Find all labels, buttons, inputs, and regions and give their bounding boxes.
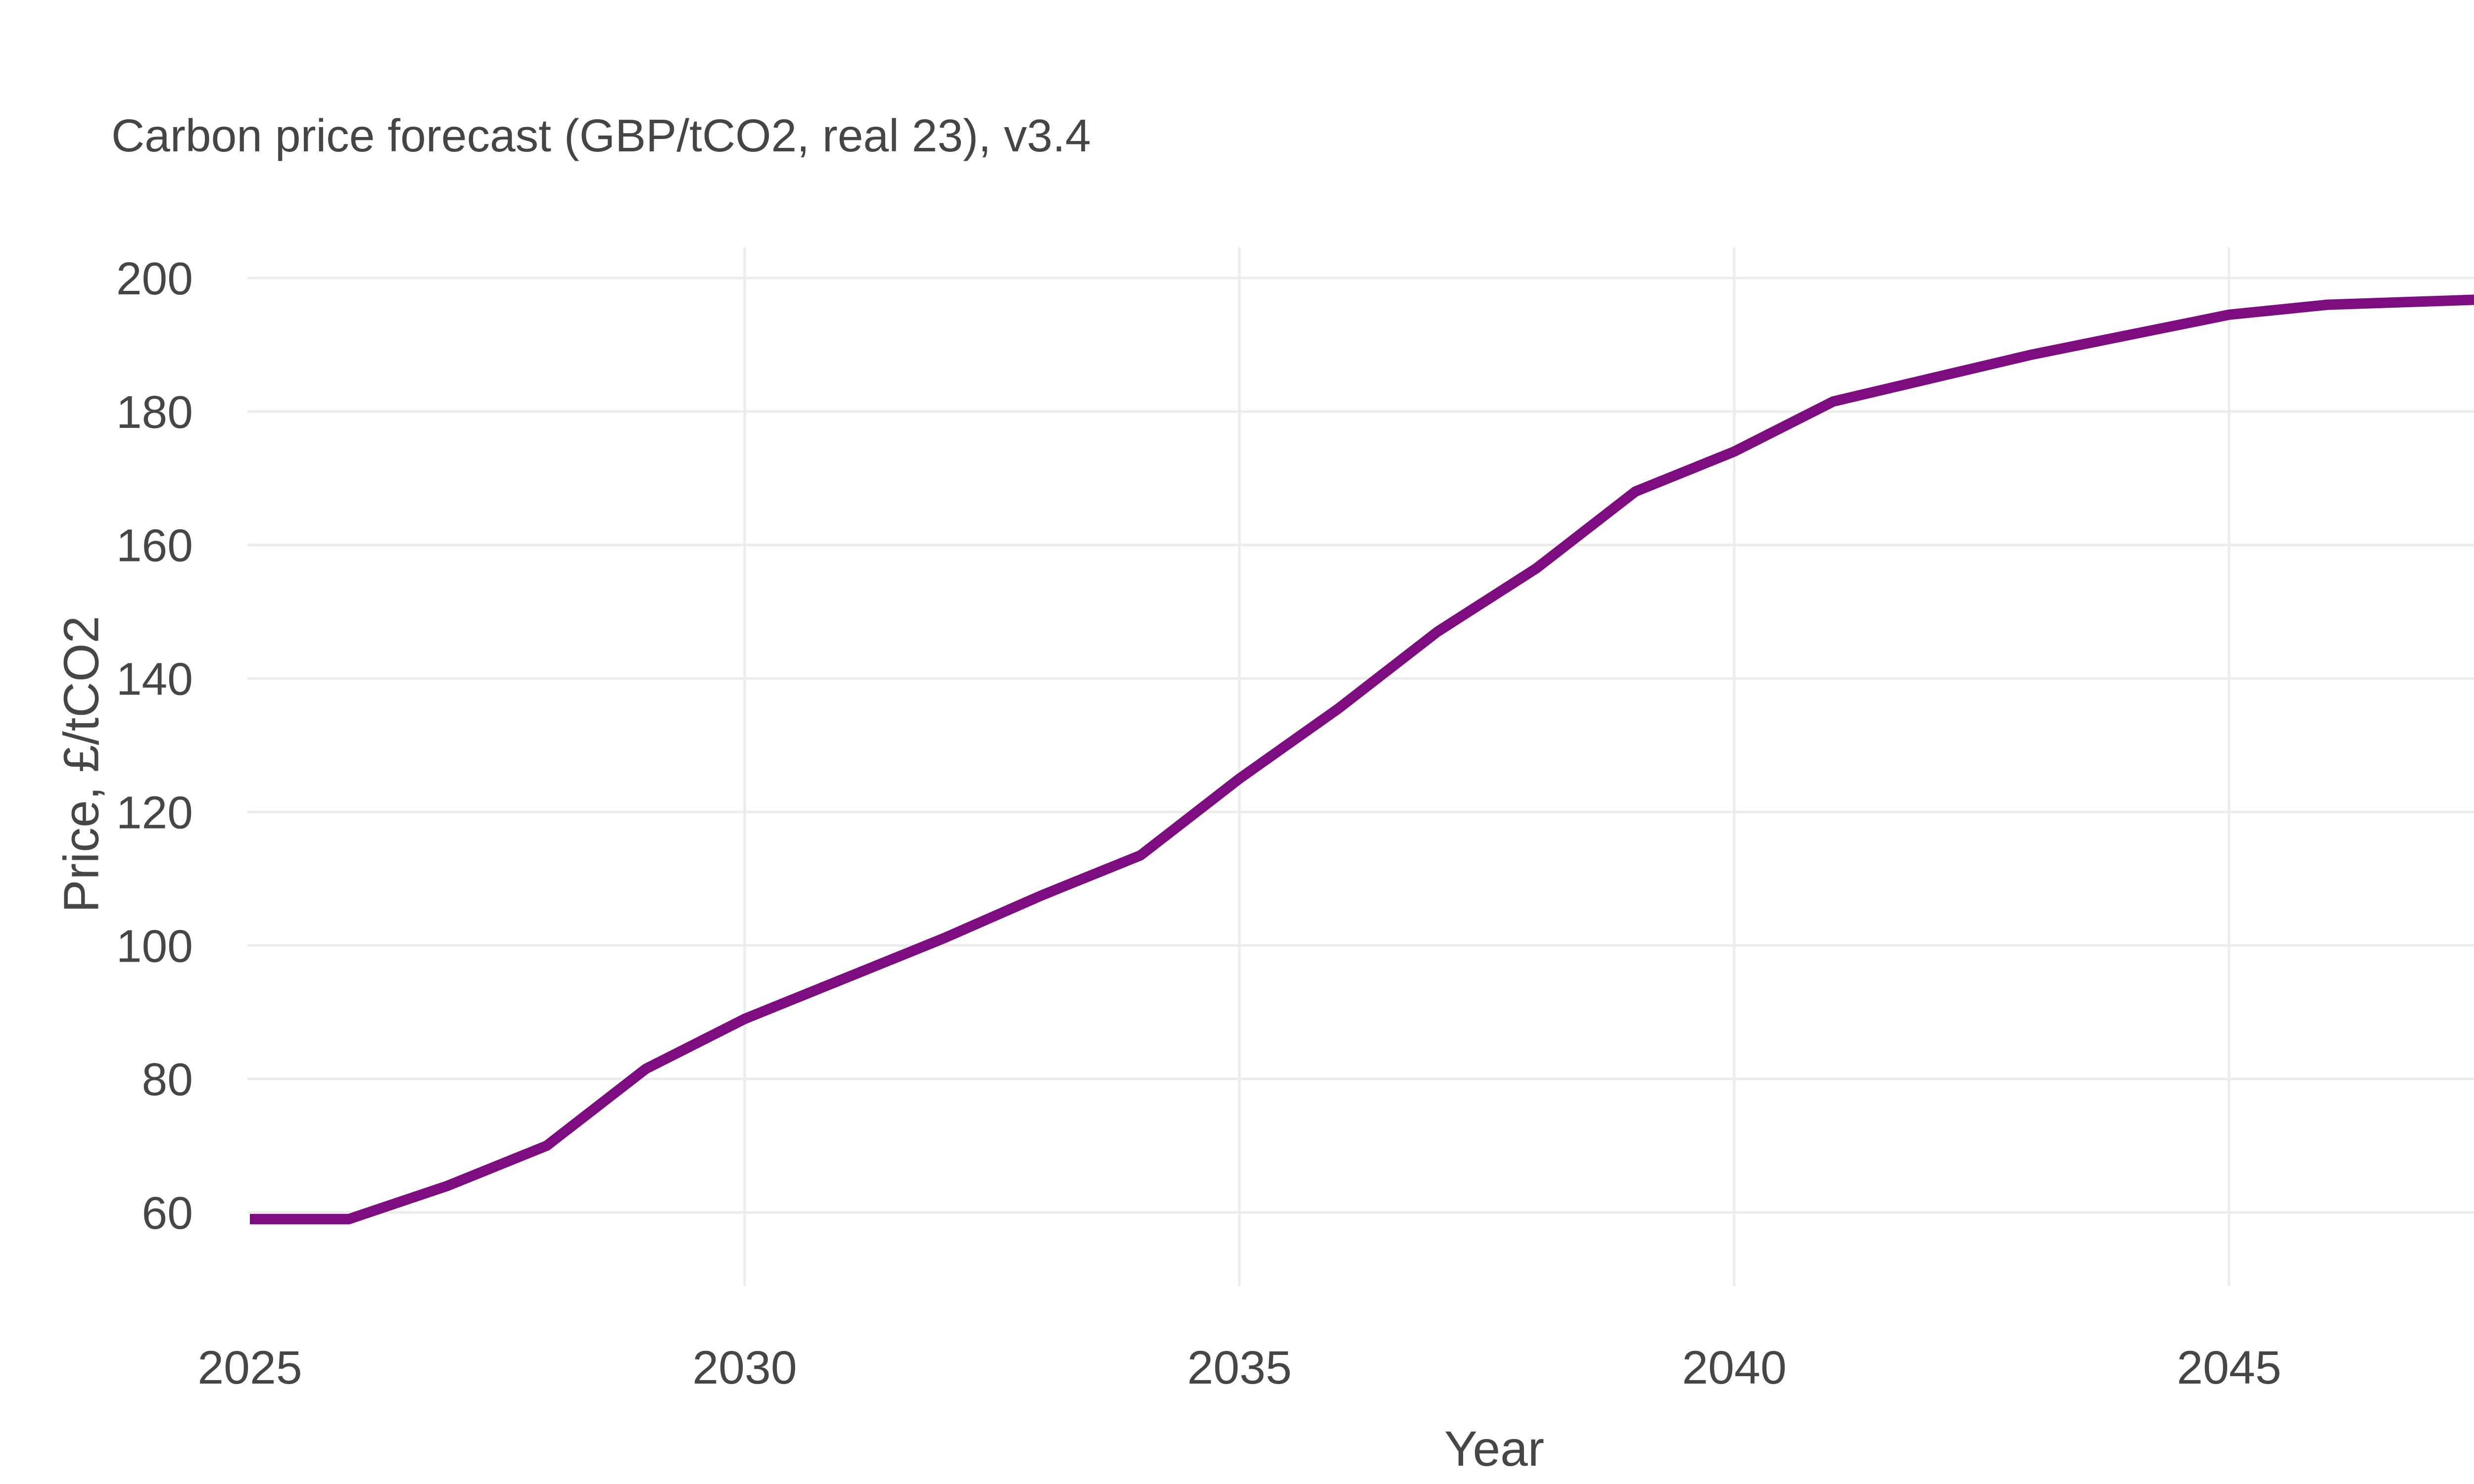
y-tick-label: 80 (142, 1054, 193, 1105)
x-tick-label: 2045 (2177, 1342, 2281, 1394)
y-tick-label: 180 (116, 386, 193, 438)
tick-labels-layer: 60 80 100 120 140 160 180 200 2025 2030 2035 2040 20… (116, 253, 2282, 1394)
x-tick-label: 2025 (197, 1342, 302, 1394)
y-tick-label: 120 (116, 787, 193, 838)
y-axis-title: Price, £/tCO2 (53, 615, 109, 913)
x-tick-label: 2035 (1187, 1342, 1291, 1394)
x-tick-label: 2030 (692, 1342, 797, 1394)
price-line (250, 294, 2474, 1224)
series-layer (250, 294, 2474, 1224)
y-tick-label: 60 (142, 1187, 193, 1239)
y-tick-label: 200 (116, 253, 193, 304)
x-axis-title: Year (1444, 1421, 1545, 1477)
y-tick-label: 160 (116, 520, 193, 571)
x-tick-label: 2040 (1682, 1342, 1786, 1394)
y-tick-label: 100 (116, 920, 193, 972)
y-tick-label: 140 (116, 653, 193, 705)
chart-title: Carbon price forecast (GBP/tCO2, real 23… (111, 110, 1091, 161)
gridlines-layer (247, 247, 2474, 1286)
